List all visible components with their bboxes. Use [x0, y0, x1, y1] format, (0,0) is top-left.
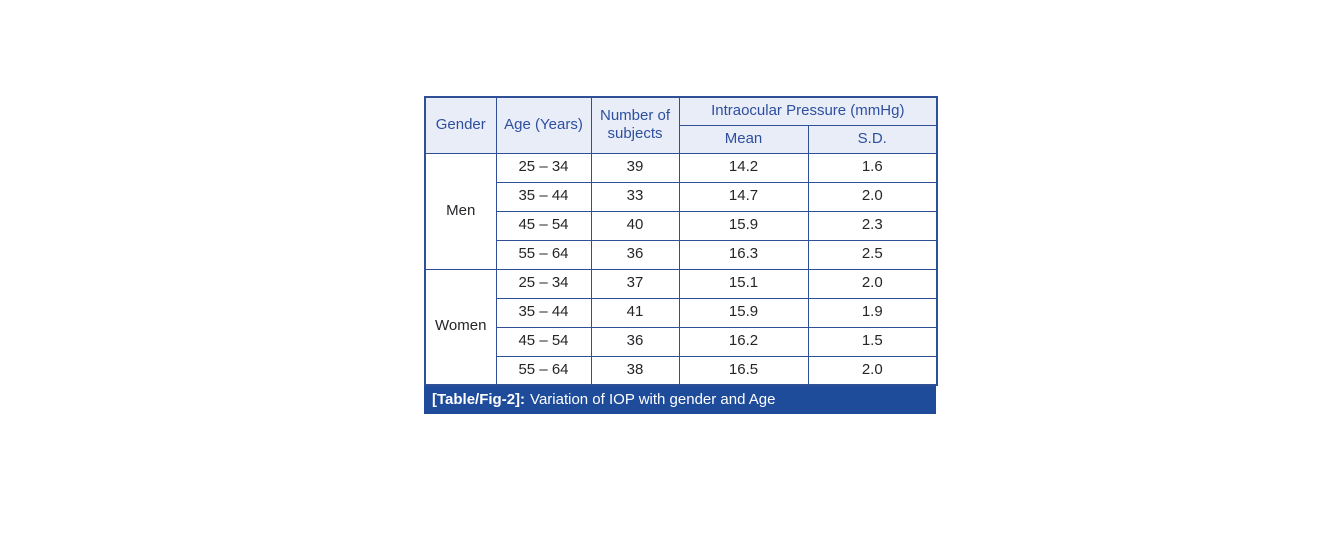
subjects-cell: 36: [590, 239, 680, 270]
age-cell: 45 – 54: [495, 210, 592, 241]
table-row: 55 – 64 38 16.5 2.0: [425, 355, 938, 386]
col-header-gender: Gender: [424, 96, 497, 154]
table-row: Women 25 – 34 37 15.1 2.0: [424, 268, 938, 386]
sd-cell: 1.9: [807, 297, 938, 328]
age-cell: 25 – 34: [495, 268, 592, 299]
mean-cell: 16.2: [678, 326, 809, 357]
subjects-cell: 36: [590, 326, 680, 357]
table-header: Gender Age (Years) Number of subjects In…: [424, 96, 938, 154]
table-row: 45 – 54 36 16.2 1.5: [425, 326, 938, 357]
subjects-cell: 40: [590, 210, 680, 241]
sd-cell: 2.0: [807, 181, 938, 212]
col-header-mean: Mean: [678, 124, 809, 154]
sd-cell: 1.6: [807, 152, 938, 183]
subjects-cell: 33: [590, 181, 680, 212]
mean-cell: 14.7: [678, 181, 809, 212]
table-row: 55 – 64 36 16.3 2.5: [425, 239, 938, 270]
subjects-cell: 38: [590, 355, 680, 386]
subjects-cell: 41: [590, 297, 680, 328]
mean-cell: 16.5: [678, 355, 809, 386]
age-cell: 55 – 64: [495, 239, 592, 270]
age-cell: 25 – 34: [495, 152, 592, 183]
sd-cell: 2.0: [807, 355, 938, 386]
iop-table-figure: Gender Age (Years) Number of subjects In…: [424, 96, 939, 414]
table-row: 35 – 44 33 14.7 2.0: [425, 181, 938, 212]
col-header-subjects: Number of subjects: [590, 96, 680, 154]
col-header-sd: S.D.: [807, 124, 938, 154]
col-header-age: Age (Years): [495, 96, 592, 154]
subjects-cell: 39: [590, 152, 680, 183]
sd-cell: 2.3: [807, 210, 938, 241]
iop-table: Gender Age (Years) Number of subjects In…: [424, 96, 939, 386]
table-row: 35 – 44 41 15.9 1.9: [425, 297, 938, 328]
mean-cell: 14.2: [678, 152, 809, 183]
table-body: Men 25 – 34 39 14.2 1.6 35 – 44 33 14.7 …: [424, 152, 938, 386]
caption-text: Variation of IOP with gender and Age: [530, 391, 776, 408]
sd-cell: 1.5: [807, 326, 938, 357]
col-header-iop: Intraocular Pressure (mmHg): [678, 96, 938, 126]
age-cell: 55 – 64: [495, 355, 592, 386]
gender-cell-women: Women: [424, 268, 497, 386]
age-cell: 35 – 44: [495, 181, 592, 212]
table-caption: [Table/Fig-2]: Variation of IOP with gend…: [424, 386, 936, 414]
age-cell: 35 – 44: [495, 297, 592, 328]
mean-cell: 16.3: [678, 239, 809, 270]
table-row: 45 – 54 40 15.9 2.3: [425, 210, 938, 241]
age-cell: 45 – 54: [495, 326, 592, 357]
table-row: Men 25 – 34 39 14.2 1.6: [424, 152, 938, 270]
sd-cell: 2.5: [807, 239, 938, 270]
mean-cell: 15.9: [678, 297, 809, 328]
caption-label: [Table/Fig-2]:: [432, 391, 526, 408]
mean-cell: 15.9: [678, 210, 809, 241]
mean-cell: 15.1: [678, 268, 809, 299]
sd-cell: 2.0: [807, 268, 938, 299]
gender-cell-men: Men: [424, 152, 497, 270]
subjects-cell: 37: [590, 268, 680, 299]
